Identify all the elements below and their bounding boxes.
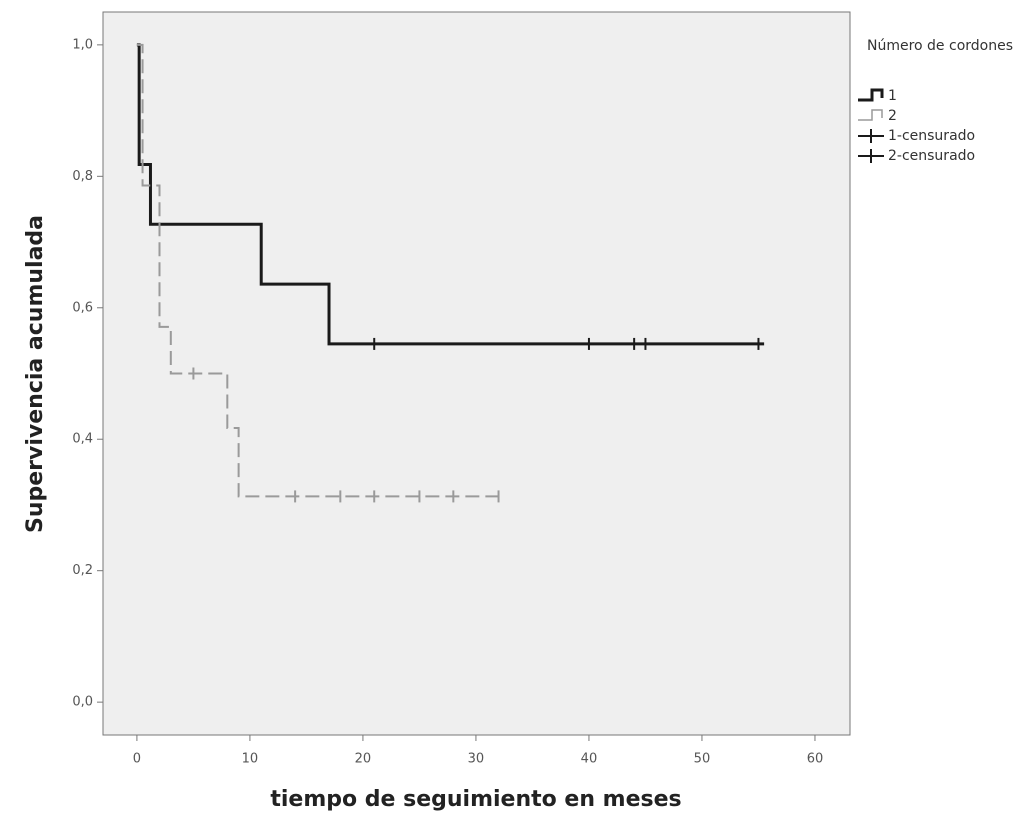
x-tick-label: 0 [133, 752, 141, 767]
y-axis-title: Supervivencia acumulada [23, 215, 48, 533]
x-tick-label: 60 [807, 752, 824, 767]
survival-line [136, 43, 765, 346]
y-tick-label: 0,4 [72, 432, 93, 447]
x-tick-label: 20 [355, 752, 372, 767]
legend-label: 2-censurado [888, 148, 975, 164]
survival-line [136, 43, 499, 498]
x-tick-label: 40 [581, 752, 598, 767]
legend-label: 2 [888, 108, 897, 124]
legend-title: Número de cordones [867, 38, 1013, 54]
y-tick-label: 0,2 [72, 563, 93, 578]
y-tick-label: 0,0 [72, 695, 93, 710]
legend-swatch [858, 88, 884, 102]
legend-label: 1 [888, 88, 897, 104]
x-axis-title: tiempo de seguimiento en meses [270, 787, 681, 812]
x-tick-label: 10 [242, 752, 259, 767]
plot-area [102, 11, 851, 736]
y-tick-label: 0,8 [72, 169, 93, 184]
legend-label: 1-censurado [888, 128, 975, 144]
x-tick-label: 50 [694, 752, 711, 767]
legend-swatch [858, 109, 883, 121]
y-tick-label: 0,6 [72, 300, 93, 315]
x-tick-label: 30 [468, 752, 485, 767]
y-tick-label: 1,0 [72, 37, 93, 52]
